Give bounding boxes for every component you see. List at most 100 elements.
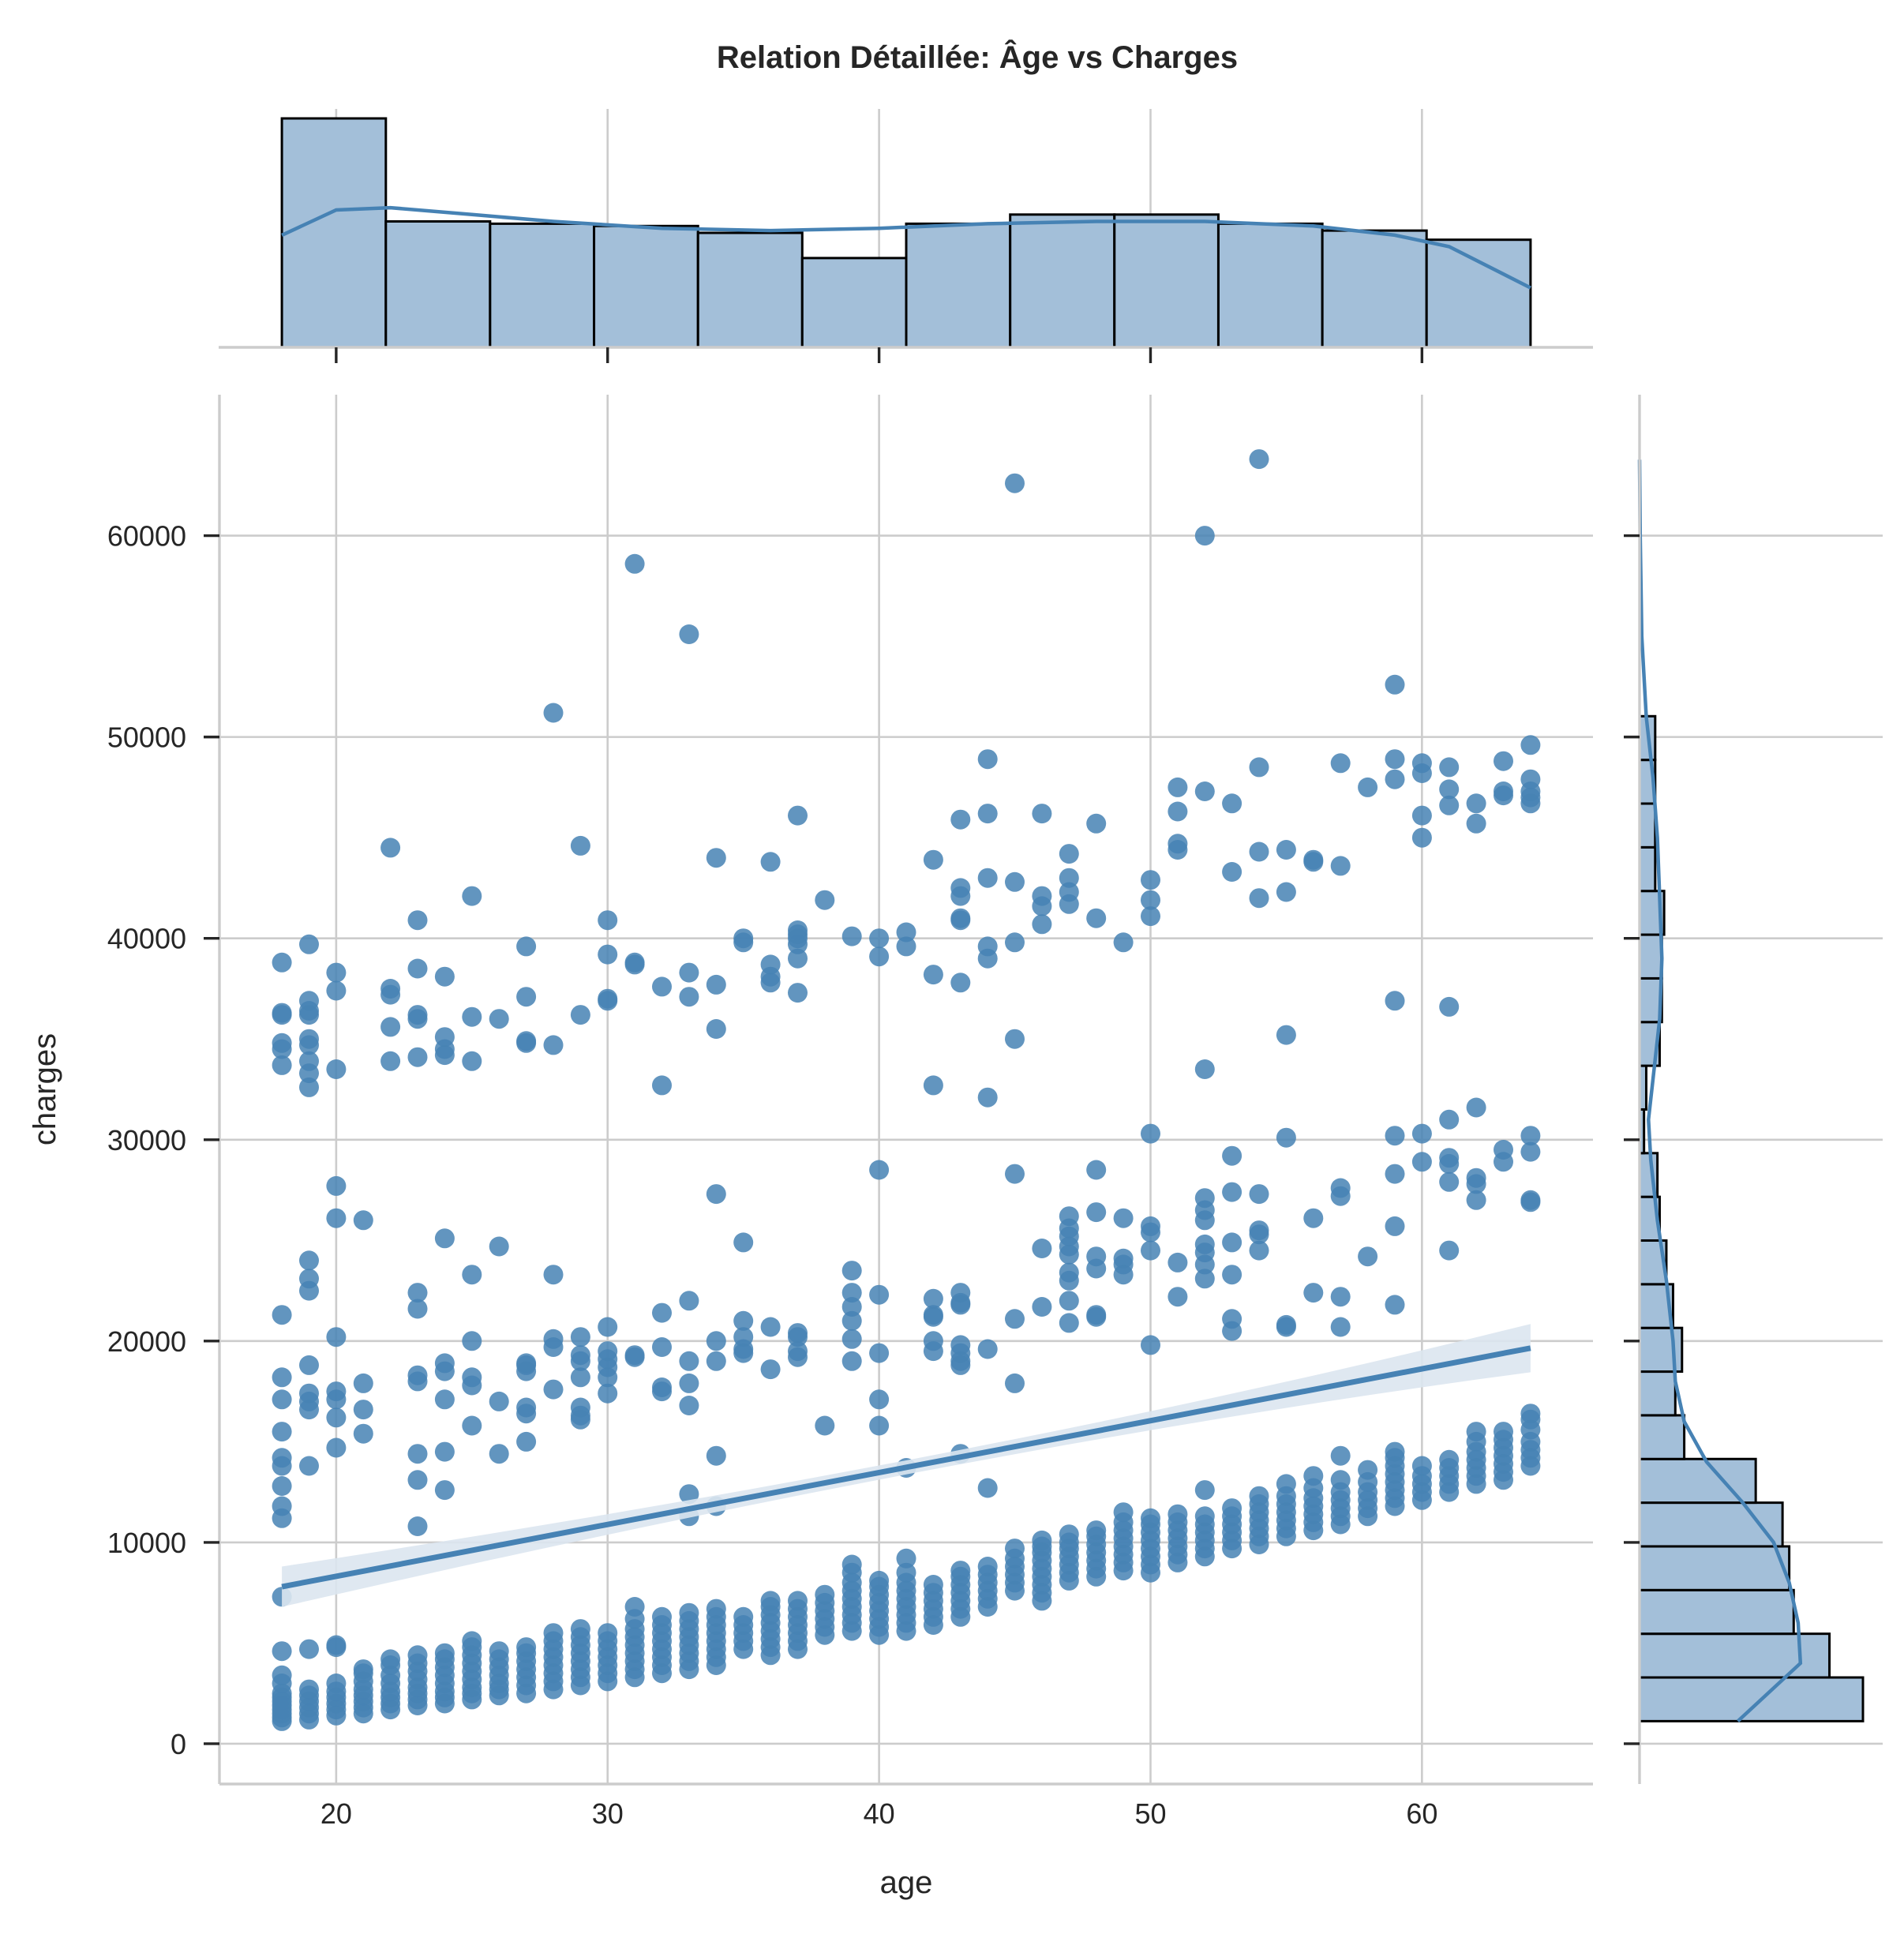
scatter-point <box>788 805 808 826</box>
scatter-point <box>1358 1460 1378 1480</box>
scatter-point <box>1520 769 1541 789</box>
scatter-point <box>977 1339 998 1359</box>
scatter-point <box>1303 1208 1324 1228</box>
scatter-point <box>299 1679 319 1700</box>
x-tick-label: 20 <box>320 1797 352 1830</box>
scatter-point <box>1059 1206 1079 1227</box>
scatter-point <box>788 983 808 1003</box>
scatter-point <box>977 1478 998 1498</box>
scatter-point <box>760 954 781 975</box>
scatter-point <box>1411 1456 1432 1476</box>
scatter-point <box>841 1283 862 1303</box>
scatter-point <box>598 1341 618 1362</box>
scatter-point <box>815 1584 835 1605</box>
scatter-point <box>1330 1287 1351 1307</box>
scatter-point <box>841 1329 862 1349</box>
scatter-point <box>624 553 645 574</box>
scatter-point <box>272 1422 292 1442</box>
scatter-point <box>679 1291 699 1311</box>
scatter-point <box>272 1033 292 1053</box>
scatter-point <box>434 966 455 987</box>
scatter-point <box>788 1323 808 1344</box>
scatter-point <box>353 1210 373 1231</box>
scatter-point <box>299 1077 319 1097</box>
scatter-point <box>1113 1248 1134 1269</box>
scatter-point <box>1330 1317 1351 1337</box>
scatter-point <box>1411 827 1432 848</box>
scatter-point <box>950 1561 971 1581</box>
scatter-point <box>326 1381 347 1402</box>
scatter-point <box>1276 882 1296 902</box>
scatter-point <box>299 1355 319 1375</box>
scatter-point <box>1466 813 1486 834</box>
marginal-x-bar <box>1321 229 1428 349</box>
scatter-point <box>299 1250 319 1271</box>
marginal-x-bar <box>489 222 596 349</box>
marginal-x-bar <box>696 231 804 349</box>
x-tick-label: 50 <box>1134 1797 1166 1830</box>
scatter-point <box>1194 1059 1215 1079</box>
scatter-point <box>679 1396 699 1415</box>
scatter-point <box>1032 1239 1052 1258</box>
scatter-point <box>1303 1466 1324 1486</box>
scatter-point <box>1385 991 1405 1011</box>
scatter-point <box>841 1351 862 1371</box>
scatter-point <box>353 1373 373 1393</box>
scatter-point <box>1385 674 1405 695</box>
regression-line <box>281 1345 1531 1590</box>
marginal-y-bar <box>1638 1370 1677 1417</box>
scatter-point <box>407 1283 428 1303</box>
scatter-point <box>1439 1109 1460 1130</box>
scatter-point <box>407 1047 428 1067</box>
scatter-point <box>1113 1502 1134 1523</box>
scatter-point <box>869 928 890 949</box>
scatter-point <box>353 1423 373 1444</box>
scatter-point <box>1439 779 1460 800</box>
scatter-point <box>788 948 808 969</box>
scatter-point <box>1194 781 1215 801</box>
marginal-y-kde-curve <box>1637 459 1803 1723</box>
scatter-point <box>977 804 998 824</box>
scatter-point <box>1141 1123 1160 1144</box>
scatter-point <box>407 1299 428 1319</box>
scatter-point <box>1249 1486 1269 1506</box>
scatter-point <box>1086 1202 1107 1223</box>
scatter-point <box>679 987 699 1007</box>
scatter-point <box>462 1331 482 1351</box>
scatter-point <box>896 1562 916 1583</box>
scatter-point <box>706 1331 726 1351</box>
scatter-point <box>1086 908 1107 928</box>
scatter-point <box>1385 769 1405 789</box>
scatter-point <box>652 1302 672 1323</box>
scatter-point <box>326 1437 347 1458</box>
scatter-point <box>1249 449 1269 470</box>
marginal-x-bar <box>1009 213 1116 349</box>
scatter-point <box>434 1480 455 1501</box>
scatter-point <box>1032 1530 1052 1550</box>
scatter-point <box>1520 1126 1541 1146</box>
scatter-point <box>380 1017 401 1037</box>
scatter-point <box>570 1345 590 1366</box>
scatter-point <box>869 1284 890 1305</box>
scatter-point <box>489 1236 509 1257</box>
scatter-point <box>326 1407 347 1428</box>
scatter-point <box>570 1327 590 1347</box>
scatter-point <box>516 1637 537 1658</box>
x-tick-label: 60 <box>1406 1797 1437 1830</box>
scatter-point <box>1059 844 1079 864</box>
scatter-point <box>434 1228 455 1249</box>
scatter-point <box>950 1283 971 1303</box>
scatter-point <box>299 1639 319 1659</box>
marginal-y-bar <box>1638 933 1663 980</box>
scatter-point <box>1411 1152 1432 1172</box>
scatter-point <box>1466 793 1486 814</box>
scatter-point <box>706 1184 726 1205</box>
scatter-point <box>706 974 726 995</box>
x-tick-label: 40 <box>864 1797 895 1830</box>
y-tick-label: 50000 <box>107 722 186 754</box>
scatter-point <box>272 1055 292 1075</box>
x-tick-label: 30 <box>592 1797 624 1830</box>
scatter-point <box>950 908 971 928</box>
scatter-point <box>1330 1470 1351 1490</box>
scatter-point <box>299 1051 319 1071</box>
